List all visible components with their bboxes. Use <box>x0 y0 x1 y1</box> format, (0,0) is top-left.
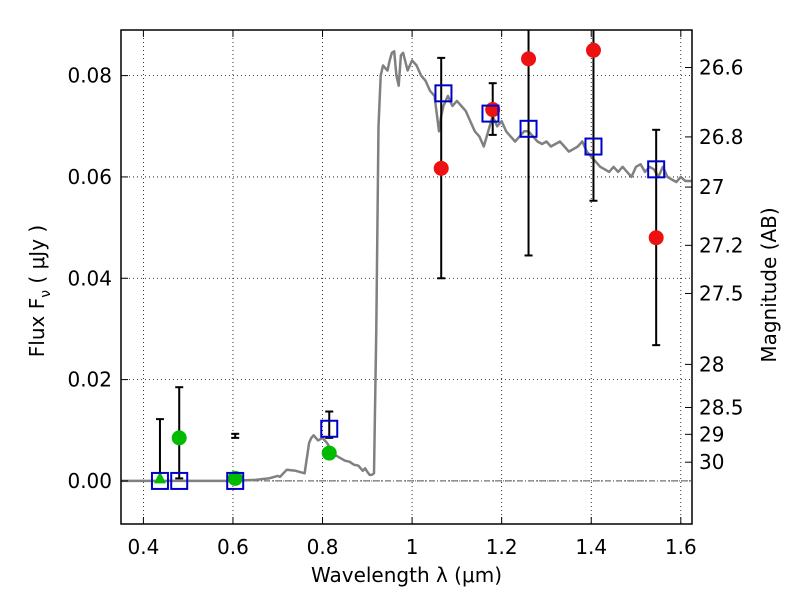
x-axis-title: Wavelength λ (μm) <box>311 563 502 587</box>
data-point-square <box>226 471 245 490</box>
marker-layer <box>150 42 666 490</box>
y-axis-title: Flux Fν ( μJy ) <box>25 225 54 357</box>
model-line-layer <box>121 50 692 483</box>
model-sed-line <box>121 50 692 483</box>
y-tick-label: 0.00 <box>67 469 112 493</box>
y2-tick-label: 27 <box>699 175 724 199</box>
y2-tick-label: 30 <box>699 450 724 474</box>
y2-tick-label: 26.6 <box>699 55 744 79</box>
data-point-square <box>519 119 538 138</box>
y2-tick-label: 28.5 <box>699 395 744 419</box>
data-point-circle <box>585 42 601 58</box>
x-tick-label: 0.4 <box>127 535 159 559</box>
y-tick-label: 0.02 <box>67 368 112 392</box>
data-point-square <box>647 160 666 179</box>
data-point-square <box>481 104 500 123</box>
x-tick-label: 1.4 <box>575 535 607 559</box>
plot-frame <box>120 29 693 525</box>
y2-tick-label: 28 <box>699 352 724 376</box>
grid-layer <box>121 30 692 524</box>
y2-tick-label: 29 <box>699 422 724 446</box>
y-tick-label: 0.08 <box>67 64 112 88</box>
errorbar-layer <box>155 30 661 482</box>
y2-tick-label: 27.2 <box>699 233 744 257</box>
data-point-square <box>584 137 603 156</box>
tick-layer: 0.4 0.6 0.8 1 1.2 1.4 1.6 0.00 0.02 0.04 0.06 0.08 2… <box>67 30 744 559</box>
y2-tick-label: 26.8 <box>699 125 744 149</box>
x-tick-label: 1 <box>406 535 419 559</box>
data-point-triangle <box>153 471 166 484</box>
x-tick-label: 0.6 <box>217 535 249 559</box>
data-point-square <box>320 419 339 438</box>
data-point-circle <box>648 230 664 246</box>
data-point-square <box>170 471 189 490</box>
data-point-square <box>150 471 169 490</box>
y-tick-label: 0.04 <box>67 266 112 290</box>
x-tick-label: 1.6 <box>665 535 697 559</box>
data-point-circle <box>171 430 187 446</box>
data-point-circle <box>521 51 537 67</box>
y2-tick-label: 27.5 <box>699 281 744 305</box>
y-axis-title-main: Flux F <box>25 298 49 357</box>
data-point-circle <box>433 160 449 176</box>
data-point-square <box>434 84 453 103</box>
y2-axis-title: Magnitude (AB) <box>757 207 781 362</box>
y-axis-title-subscript: ν <box>38 290 54 298</box>
x-tick-label: 1.2 <box>486 535 518 559</box>
data-point-circle <box>321 445 337 461</box>
y-axis-title-unit: ( μJy ) <box>25 225 49 290</box>
x-tick-label: 0.8 <box>307 535 339 559</box>
y-tick-label: 0.06 <box>67 165 112 189</box>
